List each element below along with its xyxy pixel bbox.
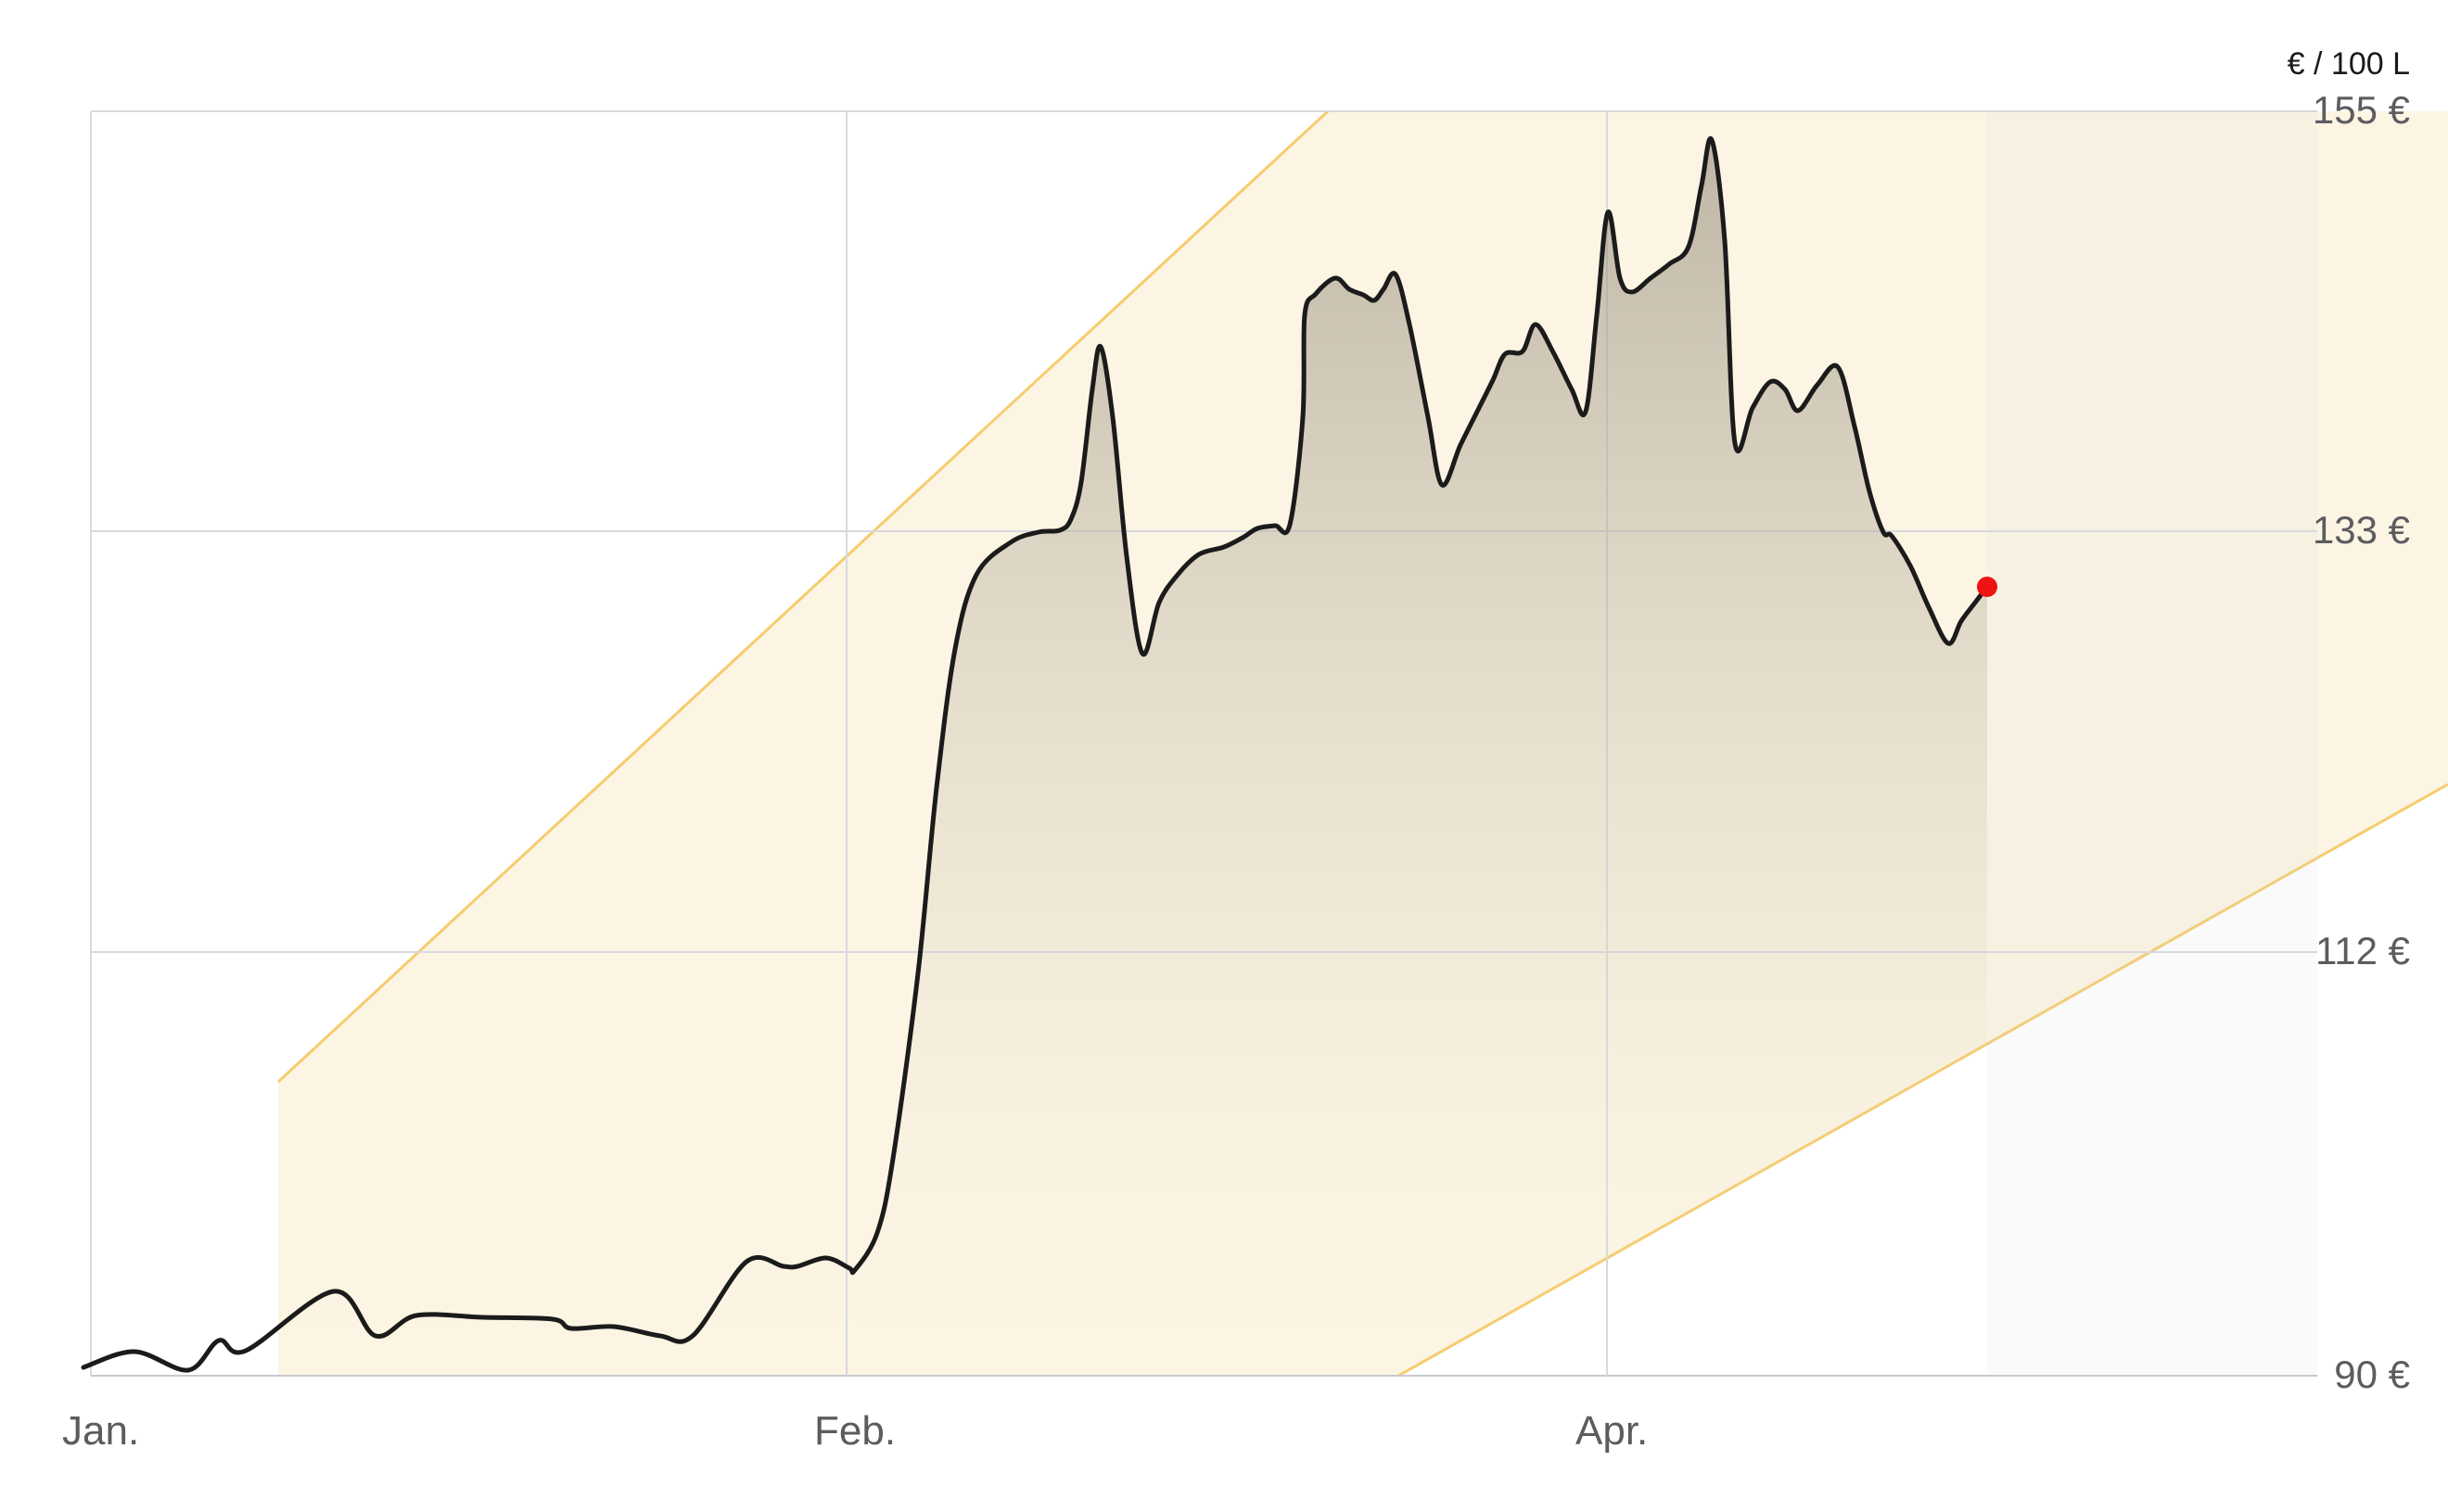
svg-text:€ / 100 L: € / 100 L (2288, 46, 2410, 82)
svg-text:155 €: 155 € (2313, 88, 2410, 132)
svg-text:Jan.: Jan. (62, 1408, 139, 1454)
svg-text:112 €: 112 € (2315, 929, 2410, 972)
svg-text:Apr.: Apr. (1575, 1408, 1648, 1454)
svg-text:Feb.: Feb. (814, 1408, 896, 1454)
svg-text:90 €: 90 € (2334, 1353, 2410, 1396)
svg-text:133 €: 133 € (2313, 508, 2410, 552)
